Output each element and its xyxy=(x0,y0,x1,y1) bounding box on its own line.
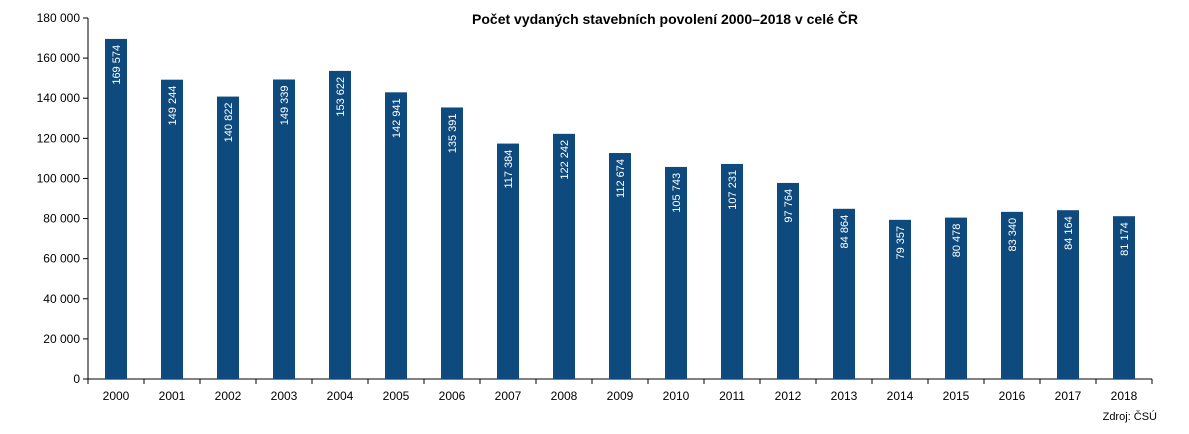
bar xyxy=(441,107,463,380)
x-tick-label: 2010 xyxy=(663,389,690,403)
bar xyxy=(273,79,295,379)
bar-value-label: 169 574 xyxy=(111,45,123,85)
bar-value-label: 112 674 xyxy=(615,159,627,198)
x-tick-label: 2018 xyxy=(1111,389,1138,403)
bar-value-label: 122 242 xyxy=(559,140,571,180)
bar xyxy=(721,163,743,379)
bar-value-label: 84 164 xyxy=(1063,216,1075,250)
bar-value-label: 135 391 xyxy=(447,113,459,153)
x-tick-label: 2009 xyxy=(607,389,634,403)
y-tick-label: 120 000 xyxy=(37,131,81,145)
y-tick-label: 80 000 xyxy=(43,212,80,226)
bar xyxy=(833,208,855,379)
bar-value-label: 97 764 xyxy=(783,189,795,223)
x-tick-label: 2012 xyxy=(775,389,802,403)
bar xyxy=(385,92,407,379)
bar xyxy=(1001,211,1023,379)
x-tick-label: 2001 xyxy=(159,389,186,403)
bar xyxy=(889,219,911,379)
bar xyxy=(217,96,239,379)
x-tick-label: 2008 xyxy=(551,389,578,403)
bar xyxy=(1113,216,1135,379)
bar-value-label: 117 384 xyxy=(503,150,515,189)
x-tick-label: 2002 xyxy=(215,389,242,403)
x-axis: 2000 2001 2002 2003 2004 2005 2006 2007 2008 2009… xyxy=(87,378,1153,403)
x-tick-label: 2017 xyxy=(1055,389,1082,403)
x-tick-label: 2006 xyxy=(439,389,466,403)
bar xyxy=(161,79,183,380)
bar xyxy=(609,153,631,379)
bar-value-label: 142 941 xyxy=(391,98,403,138)
bar xyxy=(553,133,575,379)
bar-value-label: 80 478 xyxy=(951,224,963,258)
x-tick-label: 2007 xyxy=(495,389,522,403)
bar xyxy=(329,70,351,380)
x-tick-label: 2013 xyxy=(831,389,858,403)
bar xyxy=(1057,210,1079,379)
bar-value-label: 83 340 xyxy=(1007,218,1019,252)
y-tick-label: 0 xyxy=(73,372,80,386)
chart-title: Počet vydaných stavebních povolení 2000–… xyxy=(472,10,858,27)
source-note: Zdroj: ČSÚ xyxy=(1103,410,1157,423)
x-tick-label: 2016 xyxy=(999,389,1026,403)
bar xyxy=(665,166,687,379)
bar-value-label: 81 174 xyxy=(1119,222,1131,256)
bar-value-label: 140 822 xyxy=(223,103,235,143)
y-tick-label: 160 000 xyxy=(37,51,81,65)
bar-value-label: 84 864 xyxy=(839,215,851,249)
bars: 169 574 149 244 140 822 149 339 153 622 142 9… xyxy=(105,38,1135,380)
y-tick-label: 20 000 xyxy=(43,332,80,346)
x-tick-label: 2015 xyxy=(943,389,970,403)
x-tick-label: 2004 xyxy=(327,389,354,403)
bar-value-label: 149 244 xyxy=(167,86,179,126)
x-tick-label: 2011 xyxy=(719,389,745,403)
bar-value-label: 107 231 xyxy=(727,170,739,210)
bar xyxy=(105,38,127,380)
x-tick-label: 2003 xyxy=(271,389,298,403)
bar xyxy=(777,182,799,379)
bar xyxy=(497,143,519,379)
bar-value-label: 79 357 xyxy=(895,226,907,260)
bar xyxy=(945,217,967,379)
x-tick-label: 2005 xyxy=(383,389,410,403)
bar-value-label: 153 622 xyxy=(335,77,347,117)
x-tick-label: 2014 xyxy=(887,389,914,403)
bar-value-label: 149 339 xyxy=(279,85,291,125)
y-tick-label: 60 000 xyxy=(43,252,80,266)
y-tick-label: 100 000 xyxy=(37,171,81,185)
y-axis: 0 20 000 40 000 60 000 80 000 100 000 120 000 1… xyxy=(37,11,89,386)
bar-value-label: 105 743 xyxy=(671,173,683,213)
x-tick-label: 2000 xyxy=(103,389,130,403)
y-tick-label: 180 000 xyxy=(37,11,81,25)
y-tick-label: 40 000 xyxy=(43,292,80,306)
y-tick-label: 140 000 xyxy=(37,91,81,105)
